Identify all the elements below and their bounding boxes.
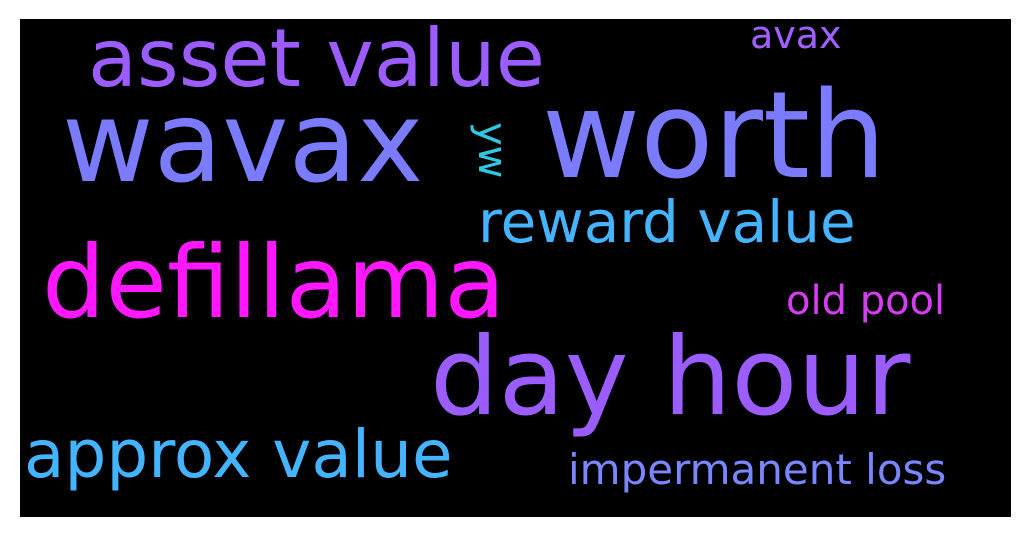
word-cloud: asset value avax wavax worth yw reward v…: [20, 19, 1011, 517]
word-reward-value: reward value: [478, 188, 856, 256]
word-old-pool: old pool: [786, 278, 946, 324]
word-day-hour: day hour: [430, 315, 911, 440]
word-defillama: defillama: [42, 224, 506, 341]
word-worth: worth: [542, 67, 887, 206]
word-approx-value: approx value: [24, 416, 453, 493]
word-yw: yw: [469, 122, 515, 179]
word-asset-value: asset value: [88, 19, 545, 105]
word-avax: avax: [750, 19, 842, 57]
word-impermanent-loss: impermanent loss: [568, 445, 947, 494]
word-wavax: wavax: [62, 78, 424, 208]
